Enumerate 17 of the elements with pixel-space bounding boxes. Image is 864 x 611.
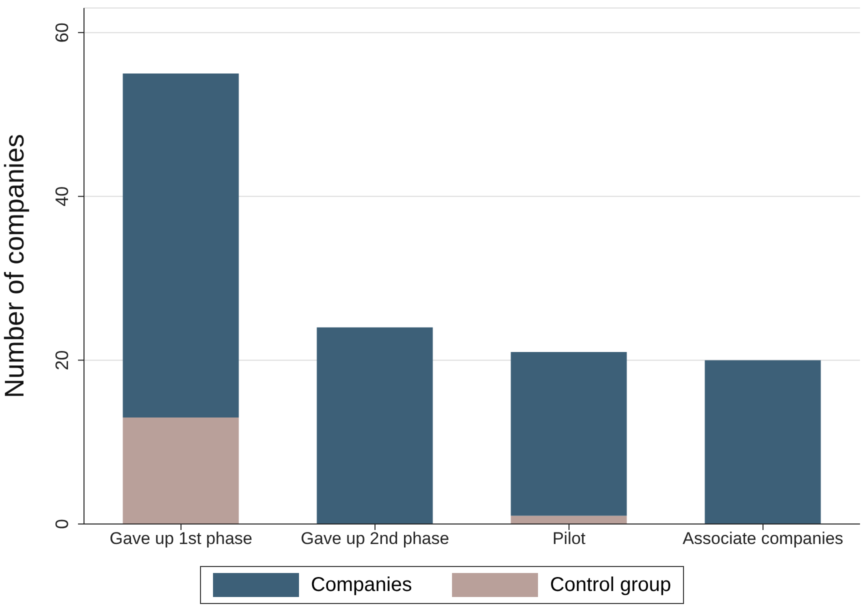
x-tick-label: Pilot [552,529,586,548]
bar [122,74,239,418]
y-tick-label: 40 [52,186,72,206]
bar [316,327,433,524]
bar [122,418,239,524]
y-axis-title: Number of companies [0,134,30,398]
x-tick-label: Gave up 1st phase [110,529,252,548]
x-tick-label: Gave up 2nd phase [300,529,450,548]
bar [510,516,627,524]
y-tick-label: 20 [52,350,72,370]
y-tick-label: 60 [52,22,72,43]
legend-label: Control group [550,574,672,596]
legend-label: Companies [310,574,412,596]
x-tick-label: Associate companies [682,529,844,548]
y-tick-label: 0 [52,518,72,530]
bar [704,360,821,524]
bar [510,352,627,516]
